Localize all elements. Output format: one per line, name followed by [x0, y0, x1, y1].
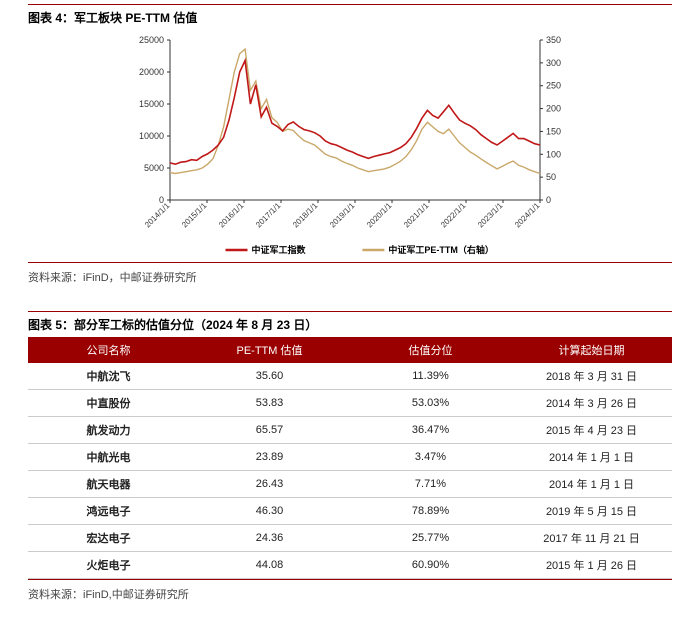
table-row: 航发动力65.5736.47%2015 年 4 月 23 日 — [28, 417, 672, 444]
svg-text:2022/1/1: 2022/1/1 — [439, 201, 468, 230]
table-cell: 2015 年 4 月 23 日 — [511, 417, 672, 444]
svg-text:2021/1/1: 2021/1/1 — [402, 201, 431, 230]
table-cell: 中航沈飞 — [28, 363, 189, 390]
table-row: 宏达电子24.3625.77%2017 年 11 月 21 日 — [28, 525, 672, 552]
table-cell: 36.47% — [350, 417, 511, 444]
chart4-title: 图表 4：军工板块 PE-TTM 估值 — [28, 4, 672, 30]
chart5-table: 公司名称 PE-TTM 估值 估值分位 计算起始日期 中航沈飞35.6011.3… — [28, 337, 672, 579]
table-cell: 2014 年 3 月 26 日 — [511, 390, 672, 417]
svg-text:20000: 20000 — [139, 67, 164, 77]
table-row: 中航沈飞35.6011.39%2018 年 3 月 31 日 — [28, 363, 672, 390]
table-row: 火炬电子44.0860.90%2015 年 1 月 26 日 — [28, 552, 672, 579]
table-row: 中直股份53.8353.03%2014 年 3 月 26 日 — [28, 390, 672, 417]
table-cell: 25.77% — [350, 525, 511, 552]
table-cell: 中直股份 — [28, 390, 189, 417]
table-cell: 3.47% — [350, 444, 511, 471]
table-row: 航天电器26.437.71%2014 年 1 月 1 日 — [28, 471, 672, 498]
table-cell: 火炬电子 — [28, 552, 189, 579]
svg-text:2017/1/1: 2017/1/1 — [254, 201, 283, 230]
table-header-row: 公司名称 PE-TTM 估值 估值分位 计算起始日期 — [28, 337, 672, 363]
chart5-title: 图表 5：部分军工标的估值分位（2024 年 8 月 23 日） — [28, 311, 672, 337]
table-cell: 46.30 — [189, 498, 350, 525]
table-cell: 2017 年 11 月 21 日 — [511, 525, 672, 552]
table-cell: 23.89 — [189, 444, 350, 471]
table-cell: 78.89% — [350, 498, 511, 525]
svg-text:2024/1/1: 2024/1/1 — [513, 201, 542, 230]
svg-text:250: 250 — [546, 81, 561, 91]
svg-text:2015/1/1: 2015/1/1 — [180, 201, 209, 230]
svg-text:15000: 15000 — [139, 99, 164, 109]
table-cell: 2014 年 1 月 1 日 — [511, 444, 672, 471]
table-cell: 航天电器 — [28, 471, 189, 498]
table-cell: 7.71% — [350, 471, 511, 498]
svg-text:10000: 10000 — [139, 131, 164, 141]
table-cell: 60.90% — [350, 552, 511, 579]
svg-text:5000: 5000 — [144, 163, 164, 173]
svg-text:2018/1/1: 2018/1/1 — [291, 201, 320, 230]
table-cell: 53.03% — [350, 390, 511, 417]
table-cell: 35.60 — [189, 363, 350, 390]
table-cell: 2019 年 5 月 15 日 — [511, 498, 672, 525]
svg-text:200: 200 — [546, 104, 561, 114]
table-cell: 65.57 — [189, 417, 350, 444]
chart5-source: 资料来源：iFinD,中邮证券研究所 — [28, 579, 672, 602]
svg-text:中证军工指数: 中证军工指数 — [252, 244, 307, 255]
table-row: 中航光电23.893.47%2014 年 1 月 1 日 — [28, 444, 672, 471]
svg-text:300: 300 — [546, 58, 561, 68]
table-cell: 44.08 — [189, 552, 350, 579]
svg-text:350: 350 — [546, 35, 561, 45]
table-cell: 24.36 — [189, 525, 350, 552]
chart4-svg: 0500010000150002000025000050100150200250… — [115, 30, 585, 260]
chart4-container: 0500010000150002000025000050100150200250… — [28, 30, 672, 262]
table-cell: 2018 年 3 月 31 日 — [511, 363, 672, 390]
svg-text:2020/1/1: 2020/1/1 — [365, 201, 394, 230]
table-cell: 53.83 — [189, 390, 350, 417]
svg-text:50: 50 — [546, 172, 556, 182]
col-quantile: 估值分位 — [350, 337, 511, 363]
col-company: 公司名称 — [28, 337, 189, 363]
table-cell: 11.39% — [350, 363, 511, 390]
table-cell: 26.43 — [189, 471, 350, 498]
svg-text:2014/1/1: 2014/1/1 — [143, 201, 172, 230]
chart4-source: 资料来源：iFinD，中邮证券研究所 — [28, 262, 672, 285]
table-cell: 航发动力 — [28, 417, 189, 444]
svg-text:2023/1/1: 2023/1/1 — [476, 201, 505, 230]
table-cell: 中航光电 — [28, 444, 189, 471]
table-cell: 2015 年 1 月 26 日 — [511, 552, 672, 579]
col-startdate: 计算起始日期 — [511, 337, 672, 363]
svg-text:2019/1/1: 2019/1/1 — [328, 201, 357, 230]
svg-text:150: 150 — [546, 126, 561, 136]
svg-text:2016/1/1: 2016/1/1 — [217, 201, 246, 230]
table-cell: 宏达电子 — [28, 525, 189, 552]
svg-text:中证军工PE-TTM（右轴）: 中证军工PE-TTM（右轴） — [388, 244, 494, 255]
table-cell: 鸿远电子 — [28, 498, 189, 525]
table-row: 鸿远电子46.3078.89%2019 年 5 月 15 日 — [28, 498, 672, 525]
col-pettm: PE-TTM 估值 — [189, 337, 350, 363]
table-cell: 2014 年 1 月 1 日 — [511, 471, 672, 498]
svg-text:100: 100 — [546, 149, 561, 159]
svg-text:25000: 25000 — [139, 35, 164, 45]
svg-text:0: 0 — [546, 195, 551, 205]
